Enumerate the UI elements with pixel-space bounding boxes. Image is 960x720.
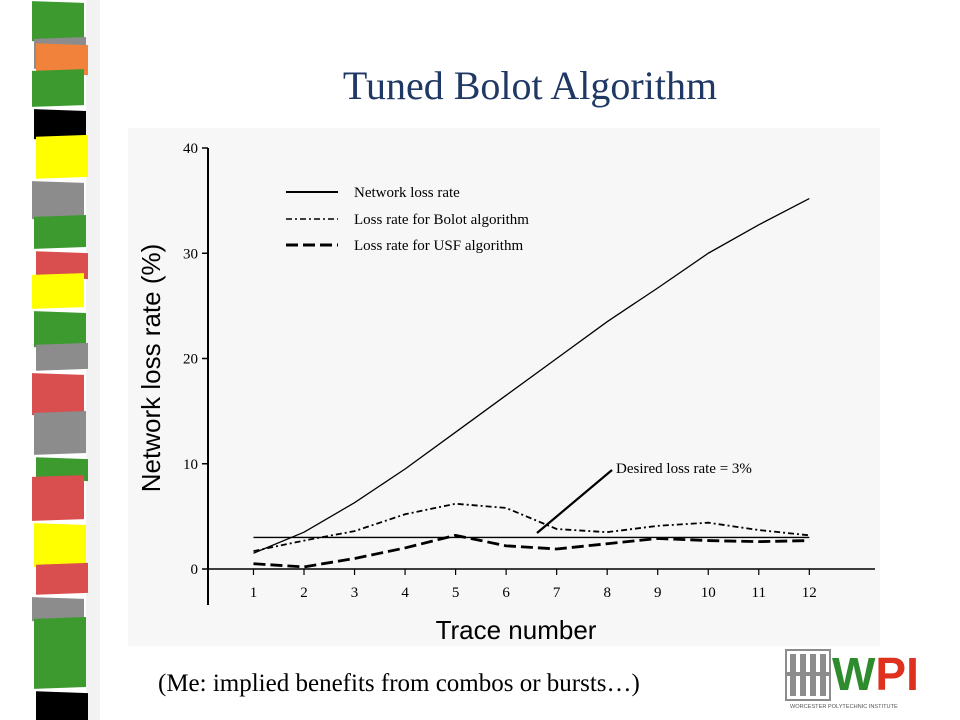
sidebar-block bbox=[36, 43, 88, 76]
sidebar-block bbox=[34, 214, 86, 249]
sidebar-block bbox=[36, 691, 88, 720]
x-tick-label: 3 bbox=[351, 585, 359, 601]
y-tick-label: 30 bbox=[183, 246, 198, 262]
sidebar-block bbox=[34, 410, 86, 455]
x-tick-label: 11 bbox=[752, 585, 766, 601]
sidebar-block bbox=[32, 373, 84, 417]
sidebar-block bbox=[32, 181, 84, 221]
y-axis-label: Network loss rate (%) bbox=[136, 244, 166, 493]
sidebar-block bbox=[34, 109, 86, 142]
wpi-logo-subtext: WORCESTER POLYTECHNIC INSTITUTE bbox=[790, 704, 898, 710]
decorative-sidebar bbox=[0, 0, 100, 720]
x-tick-label: 2 bbox=[300, 585, 308, 601]
sidebar-block bbox=[34, 311, 86, 350]
sidebar-block bbox=[32, 1, 84, 43]
sidebar-block bbox=[32, 597, 84, 623]
annotation-arrow bbox=[536, 469, 613, 534]
x-tick-label: 1 bbox=[250, 585, 258, 601]
sidebar-block bbox=[36, 562, 88, 595]
series-line-1 bbox=[253, 502, 810, 552]
chart-axes bbox=[207, 148, 875, 605]
sidebar-block bbox=[32, 475, 84, 521]
legend-label-bolot: Loss rate for Bolot algorithm bbox=[354, 212, 529, 228]
legend-label-network: Network loss rate bbox=[354, 185, 460, 201]
slide-title: Tuned Bolot Algorithm bbox=[342, 63, 718, 108]
x-tick-label: 8 bbox=[603, 585, 611, 601]
sidebar-block bbox=[36, 251, 88, 280]
y-tick-label: 20 bbox=[183, 352, 198, 368]
x-tick-label: 4 bbox=[401, 585, 409, 601]
sidebar-block bbox=[36, 342, 88, 371]
x-tick-label: 10 bbox=[701, 585, 716, 601]
legend-label-usf: Loss rate for USF algorithm bbox=[354, 238, 523, 254]
wpi-logo: WPI WORCESTER POLYTECHNIC INSTITUTE bbox=[785, 648, 919, 710]
sidebar-block bbox=[32, 69, 84, 107]
chart-panel bbox=[128, 128, 880, 646]
wpi-logo-letters: WPI bbox=[832, 648, 919, 700]
x-tick-label: 6 bbox=[502, 585, 510, 601]
sidebar-block bbox=[36, 134, 88, 179]
slide-caption: (Me: implied benefits from combos or bur… bbox=[158, 670, 640, 697]
series-line-2 bbox=[253, 533, 810, 569]
wpi-building-icon bbox=[785, 649, 831, 701]
series-line-0 bbox=[253, 197, 810, 554]
sidebar-block bbox=[36, 457, 88, 482]
sidebar-block bbox=[32, 273, 84, 309]
y-tick-label: 0 bbox=[191, 562, 199, 578]
y-tick-label: 40 bbox=[183, 141, 198, 157]
annotation-desired-loss: Desired loss rate = 3% bbox=[616, 461, 752, 477]
x-tick-label: 9 bbox=[654, 585, 662, 601]
x-tick-label: 7 bbox=[553, 585, 561, 601]
x-tick-label: 12 bbox=[802, 585, 817, 601]
x-tick-label: 5 bbox=[452, 585, 460, 601]
y-tick-label: 10 bbox=[183, 457, 198, 473]
sidebar-block bbox=[34, 523, 86, 570]
legend: Network loss rate Loss rate for Bolot al… bbox=[286, 185, 529, 254]
x-axis-label: Trace number bbox=[436, 615, 597, 645]
sidebar-block bbox=[34, 616, 86, 689]
